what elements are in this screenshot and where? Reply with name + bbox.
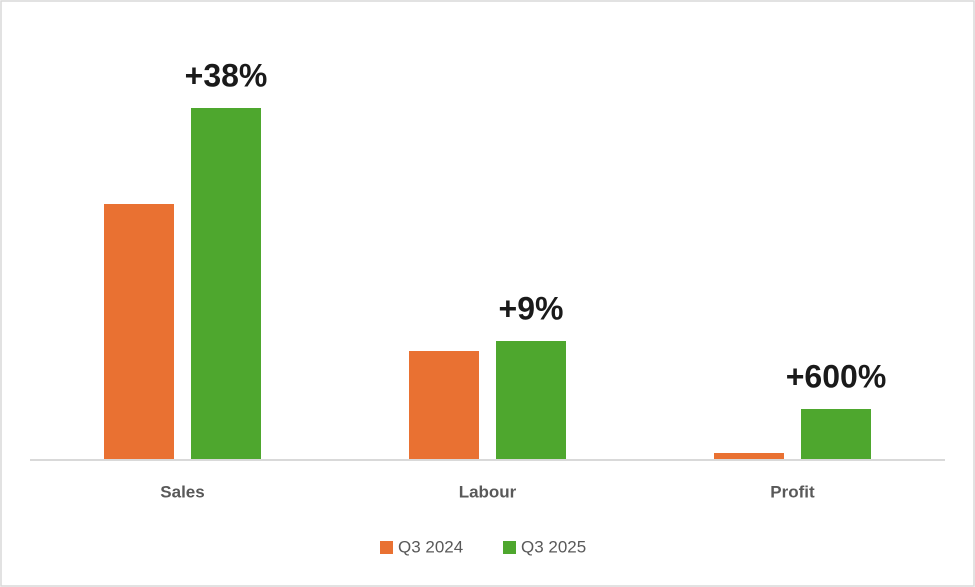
legend-label: Q3 2025 — [521, 537, 586, 556]
change-annotation: +9% — [499, 290, 564, 326]
x-tick-label: Profit — [770, 482, 815, 501]
bar — [714, 453, 784, 460]
bar — [496, 341, 566, 460]
legend-label: Q3 2024 — [398, 537, 463, 556]
bar — [409, 351, 479, 460]
x-tick-label: Sales — [160, 482, 204, 501]
change-annotation: +600% — [786, 358, 887, 394]
legend-swatch — [503, 541, 516, 554]
legend-swatch — [380, 541, 393, 554]
bar — [801, 409, 871, 460]
bar — [104, 204, 174, 460]
change-annotation: +38% — [185, 57, 268, 93]
bar — [191, 108, 261, 460]
x-tick-label: Labour — [459, 482, 517, 501]
